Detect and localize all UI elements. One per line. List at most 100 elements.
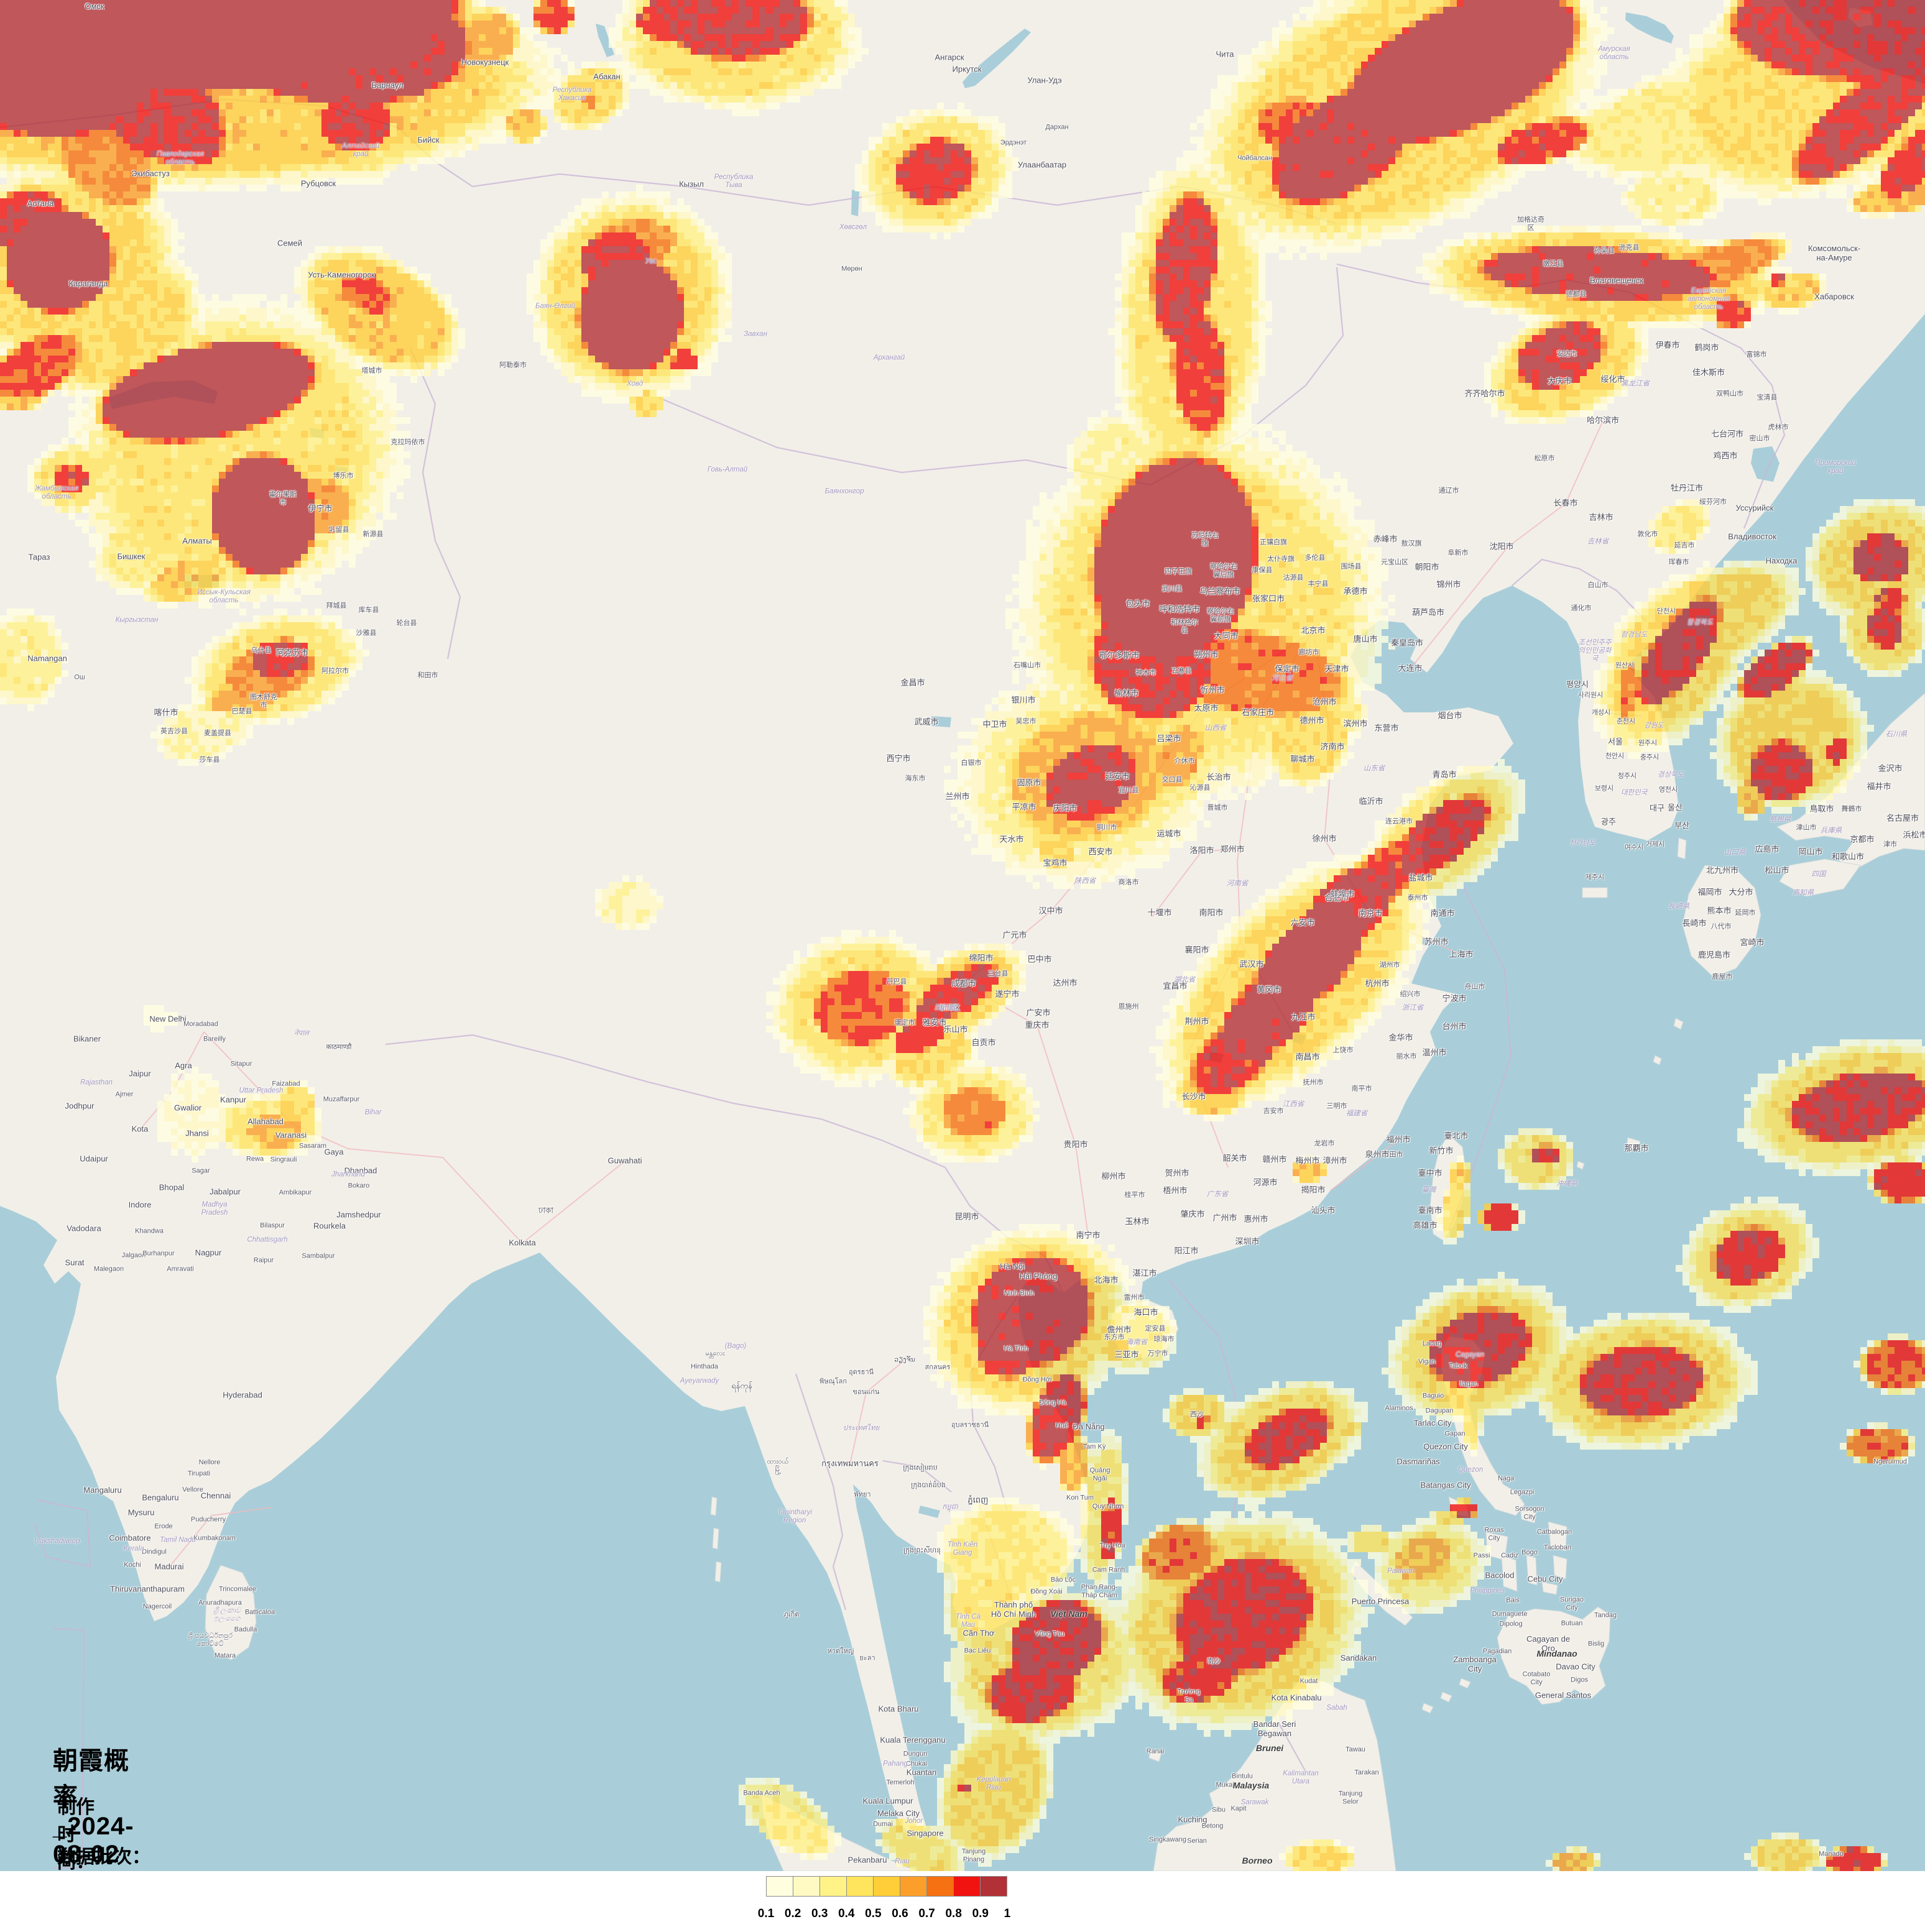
map-label: Kumbakonam xyxy=(193,1534,236,1542)
map-label: Республика Хакасия xyxy=(552,86,592,102)
map-label: 山口県 xyxy=(1724,849,1746,857)
map-label: 绵阳市 xyxy=(969,953,994,963)
map-label: 太原市 xyxy=(1194,703,1219,713)
map-label: 宜川县 xyxy=(1118,786,1139,794)
map-label: ขอนแก่น xyxy=(852,1388,880,1396)
map-label: 德州市 xyxy=(1299,715,1324,725)
map-label: Gaya xyxy=(324,1147,344,1157)
map-label: Dasmariñas xyxy=(1396,1456,1440,1466)
map-label: 哈尔滨市 xyxy=(1586,415,1620,425)
map-label: Cagayan xyxy=(1455,1351,1485,1359)
map-label: ঢাকা xyxy=(538,1205,553,1215)
legend-color-cell xyxy=(766,1876,793,1897)
map-label: 定安县 xyxy=(1145,1325,1166,1333)
map-label: General Santos xyxy=(1535,1690,1592,1700)
map-label: 和林格尔 县 xyxy=(1171,619,1198,634)
map-label: 長崎市 xyxy=(1682,918,1707,928)
map-label: Bikaner xyxy=(73,1034,101,1044)
map-label: 吕梁市 xyxy=(1156,734,1181,743)
map-label: 长沙市 xyxy=(1181,1092,1206,1102)
map-label: 康保县 xyxy=(1252,566,1273,574)
map-label: 赣州市 xyxy=(1262,1154,1287,1164)
map-label: Digos xyxy=(1570,1676,1589,1684)
map-label: (Bago) xyxy=(724,1342,747,1350)
map-label: 德都县 xyxy=(1566,290,1587,298)
map-label: Quezon xyxy=(1457,1466,1484,1474)
map-label: Cam Ranh xyxy=(1092,1566,1125,1574)
map-label: 虎林市 xyxy=(1768,423,1789,431)
map-label: Serian xyxy=(1187,1837,1207,1845)
map-label: สกลนคร xyxy=(925,1363,951,1371)
map-label: 延岡市 xyxy=(1735,909,1756,917)
map-label: 河源市 xyxy=(1253,1177,1278,1187)
map-label: Еврейская автономная область xyxy=(1687,287,1730,311)
map-label: 乌兰察布市 xyxy=(1199,586,1240,596)
map-label: Moradabad xyxy=(183,1020,218,1028)
map-label: 蚌埠市 xyxy=(1330,889,1355,899)
map-label: Alaminos xyxy=(1385,1404,1413,1412)
map-label: Kudat xyxy=(1299,1677,1318,1685)
map-label: 洛阳市 xyxy=(1189,845,1214,855)
map-label: 河北省 xyxy=(1271,674,1293,683)
map-label: Барнаул xyxy=(371,80,404,90)
map-label: Thành phố Hồ Chí Minh xyxy=(990,1600,1036,1619)
map-label: 杭州市 xyxy=(1365,978,1390,988)
map-label: 多伦县 xyxy=(1304,554,1326,562)
map-label: Johor xyxy=(905,1817,923,1825)
map-label: 长春市 xyxy=(1553,498,1578,508)
map-label: 惠州市 xyxy=(1244,1214,1268,1224)
map-label: Tandag xyxy=(1594,1611,1617,1619)
map-label: Sabah xyxy=(1326,1704,1347,1712)
map-label: 绥化市 xyxy=(1600,374,1625,384)
map-label: Улаанбаатар xyxy=(1017,160,1067,170)
map-label: 张家口市 xyxy=(1252,594,1285,604)
map-label: 阳江市 xyxy=(1174,1246,1199,1256)
map-label: Faizabad xyxy=(272,1080,300,1088)
map-label: Riau xyxy=(895,1857,910,1865)
map-label: Jalgaon xyxy=(121,1251,146,1259)
map-label: Vũng Tàu xyxy=(1035,1630,1064,1638)
legend-color-cell xyxy=(820,1876,847,1897)
map-label: 克拉玛依市 xyxy=(390,438,425,446)
map-label: Hải Phòng xyxy=(1019,1271,1058,1281)
map-label: 万宁市 xyxy=(1147,1350,1168,1358)
map-label: 北京市 xyxy=(1301,625,1326,635)
map-label: 围场县 xyxy=(1341,563,1362,571)
map-label: 伊春市 xyxy=(1655,340,1680,350)
map-label: 荆州市 xyxy=(1184,1016,1209,1026)
map-label: Quảng Ngãi xyxy=(1089,1466,1110,1482)
map-label: Chennai xyxy=(200,1491,231,1501)
map-label: Абакан xyxy=(593,71,621,81)
map-label: Sarawak xyxy=(1240,1798,1269,1806)
map-label: 十堰市 xyxy=(1147,908,1172,918)
map-label: 昆明市 xyxy=(954,1212,979,1221)
map-label: 滨州市 xyxy=(1343,719,1368,729)
map-label: New Delhi xyxy=(149,1014,187,1024)
map-label: Kanpur xyxy=(220,1095,246,1105)
map-label: 连云港市 xyxy=(1385,817,1413,826)
map-label: 평양시 xyxy=(1566,679,1589,689)
map-label: Vadodara xyxy=(67,1223,101,1233)
map-label: 여수시 xyxy=(1624,844,1644,852)
map-label: Находка xyxy=(1765,556,1798,566)
legend-color-cell xyxy=(954,1876,981,1897)
map-label: Guwahati xyxy=(607,1156,642,1166)
map-label: Хабаровск xyxy=(1814,292,1854,301)
map-label: Namangan xyxy=(27,653,67,663)
map-label: Manado xyxy=(1819,1850,1844,1858)
map-label: 盐城市 xyxy=(1408,873,1433,883)
map-label: 绍兴市 xyxy=(1400,990,1421,998)
map-label: 自贡市 xyxy=(971,1037,996,1047)
map-label: 舟山市 xyxy=(1464,983,1485,991)
legend-color-cell xyxy=(900,1876,927,1897)
legend-value: 0.4 xyxy=(838,1907,855,1920)
map-label: 葫芦岛市 xyxy=(1411,607,1445,617)
map-label: Kota xyxy=(131,1124,149,1134)
map-label: Hinthada xyxy=(690,1363,719,1371)
map-label: 福州市 xyxy=(1386,1134,1411,1144)
map-label: Batangas City xyxy=(1420,1480,1471,1490)
map-label: 锦州市 xyxy=(1436,579,1461,589)
map-label: 肇庆市 xyxy=(1180,1209,1205,1219)
map-label: Kota Bharu xyxy=(878,1704,919,1714)
